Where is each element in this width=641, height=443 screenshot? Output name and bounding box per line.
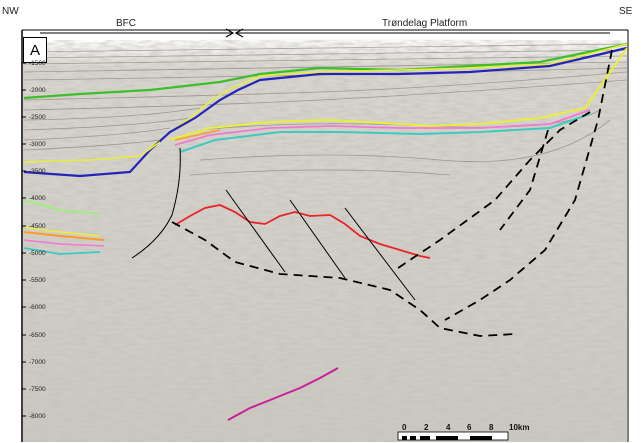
yellow-upper-horizon bbox=[149, 43, 628, 149]
scale-label: 4 bbox=[446, 423, 451, 432]
depth-tick-label: -4500 bbox=[29, 223, 46, 230]
solid-faults bbox=[131, 147, 416, 301]
depth-tick-label: -6000 bbox=[29, 304, 46, 311]
panel-label: A bbox=[23, 37, 47, 63]
yellow-left-horizon bbox=[23, 141, 161, 163]
scale-label: 10km bbox=[509, 423, 530, 432]
scale-label: 2 bbox=[424, 423, 429, 432]
scale-label: 0 bbox=[402, 423, 407, 432]
scale-bar bbox=[397, 431, 509, 441]
depth-tick-label: -7500 bbox=[29, 386, 46, 393]
pink-basin-horizon bbox=[23, 239, 105, 247]
depth-tick-label: -3000 bbox=[29, 141, 46, 148]
blue-horizon bbox=[23, 46, 628, 178]
depth-tick-label: -1500 bbox=[29, 60, 46, 67]
orange-basin-horizon bbox=[23, 231, 105, 241]
se-label: SE bbox=[619, 6, 633, 17]
depth-tick-label: -7000 bbox=[29, 359, 46, 366]
depth-tick-label: -4000 bbox=[29, 195, 46, 202]
cyan-basin-horizon bbox=[23, 247, 101, 255]
cyan-horizon bbox=[179, 113, 591, 153]
depth-tick-marks bbox=[22, 62, 26, 417]
depth-tick-label: -3500 bbox=[29, 168, 46, 175]
dashed-faults bbox=[171, 49, 613, 337]
depth-tick-label: -2000 bbox=[29, 87, 46, 94]
seismic-texture bbox=[23, 40, 627, 442]
depth-tick-label: -6500 bbox=[29, 332, 46, 339]
reflector-bands bbox=[23, 43, 628, 176]
depth-tick-label: -2500 bbox=[29, 114, 46, 121]
red-horizon bbox=[174, 204, 431, 259]
scale-label: 8 bbox=[489, 423, 494, 432]
region-trondelag-label: Trøndelag Platform bbox=[382, 18, 468, 29]
orange-short-horizon bbox=[174, 129, 221, 141]
depth-tick-label: -5000 bbox=[29, 250, 46, 257]
magenta-horizon bbox=[227, 367, 339, 421]
depth-tick-label: -5500 bbox=[29, 277, 46, 284]
pink-horizon bbox=[174, 109, 591, 146]
nw-label: NW bbox=[2, 6, 19, 17]
scale-label: 6 bbox=[467, 423, 472, 432]
yellow-main-horizon bbox=[169, 47, 628, 141]
lightgreen-horizon bbox=[23, 199, 101, 215]
bfc-arrow-icon bbox=[225, 28, 235, 38]
yellow-basin-horizon bbox=[23, 226, 101, 237]
region-bfc-label: BFC bbox=[116, 18, 136, 29]
platform-arrow-icon bbox=[234, 28, 244, 38]
depth-tick-label: -8000 bbox=[29, 413, 46, 420]
green-horizon bbox=[23, 42, 628, 100]
